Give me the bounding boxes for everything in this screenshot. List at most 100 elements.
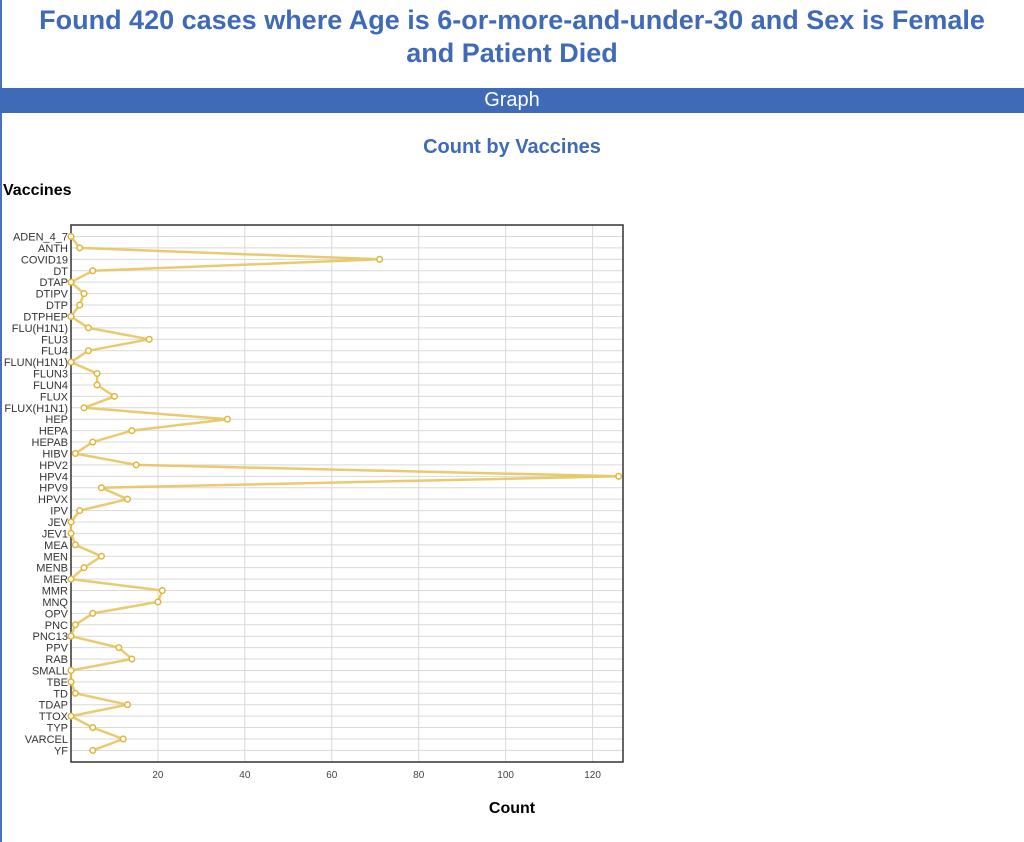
y-tick-label: TTOX — [39, 711, 69, 723]
page-title-line-2: and Patient Died — [406, 38, 618, 68]
data-point — [80, 404, 88, 412]
data-point — [80, 564, 88, 572]
data-point — [76, 244, 84, 252]
x-tick-label: 40 — [239, 770, 251, 781]
data-point — [76, 507, 84, 515]
data-point — [145, 335, 153, 343]
left-border — [0, 0, 2, 842]
data-point — [71, 689, 79, 697]
data-point — [84, 347, 92, 355]
data-point — [76, 301, 84, 309]
y-tick-label: JEV1 — [42, 528, 68, 540]
y-tick-label: DTPHEP — [23, 311, 68, 323]
data-point — [89, 724, 97, 732]
data-point — [67, 678, 75, 686]
data-point — [128, 655, 136, 663]
data-point — [89, 438, 97, 446]
data-point — [110, 392, 119, 400]
data-point — [115, 644, 123, 652]
data-point — [376, 255, 384, 263]
y-tick-label: HPV2 — [39, 460, 68, 472]
y-tick-label: TDAP — [39, 700, 68, 712]
y-tick-label: ANTH — [38, 243, 68, 255]
data-point — [67, 518, 75, 526]
y-tick-label: PNC — [45, 620, 68, 632]
y-tick-label: PPV — [46, 643, 69, 655]
y-tick-label: MMR — [42, 586, 68, 598]
y-tick-label: IPV — [50, 506, 68, 518]
series-line — [69, 235, 620, 752]
data-point — [80, 290, 88, 298]
y-tick-label: FLU3 — [41, 334, 68, 346]
y-tick-label: FLUX(H1N1) — [4, 403, 68, 415]
chart-title: Count by Vaccines — [423, 136, 601, 158]
x-tick-label: 20 — [152, 770, 164, 781]
data-point — [154, 598, 162, 606]
page-title: Found 420 cases where Age is 6-or-more-a… — [0, 4, 1024, 70]
y-tick-label: FLUX — [40, 391, 69, 403]
data-point — [97, 552, 105, 560]
data-point — [89, 267, 97, 275]
y-tick-label: TYP — [47, 723, 68, 735]
y-tick-label: FLUN3 — [33, 369, 68, 381]
data-point — [615, 472, 623, 480]
y-tick-label: HPVX — [38, 494, 69, 506]
x-tick-label: 120 — [584, 770, 601, 781]
y-tick-label: TD — [53, 688, 68, 700]
plot-area — [71, 225, 623, 762]
data-point — [67, 666, 75, 675]
y-tick-label: FLU(H1N1) — [12, 323, 68, 335]
data-point — [84, 324, 92, 332]
x-axis-title: Count — [488, 800, 536, 817]
data-point — [158, 586, 166, 595]
y-tick-label: HPV4 — [39, 471, 68, 483]
y-tick-label: HEP — [45, 414, 68, 426]
page-title-line-1: Found 420 cases where Age is 6-or-more-a… — [39, 5, 985, 35]
x-tick-label: 60 — [326, 770, 338, 781]
graph-section-header: Graph — [0, 88, 1024, 113]
y-axis-title: Vaccines — [3, 182, 72, 199]
data-point — [119, 735, 127, 743]
y-tick-label: SMALL — [32, 665, 68, 677]
data-point — [223, 415, 232, 423]
y-tick-label: FLUN(H1N1) — [4, 357, 68, 369]
y-tick-label: FLUN4 — [33, 380, 68, 392]
data-point — [67, 529, 75, 537]
data-point — [128, 427, 136, 435]
x-tick-label: 100 — [497, 770, 514, 781]
x-tick-label: 80 — [413, 770, 425, 781]
y-tick-label: COVID19 — [21, 254, 68, 266]
y-tick-label: DT — [53, 266, 68, 278]
data-point — [89, 746, 97, 754]
y-tick-label: HIBV — [42, 448, 68, 460]
data-point — [89, 609, 97, 617]
data-point — [67, 632, 75, 640]
y-tick-label: YF — [54, 745, 68, 757]
data-point — [71, 449, 79, 458]
data-point — [67, 712, 75, 720]
data-point — [67, 278, 75, 286]
data-point — [123, 701, 132, 709]
data-point — [67, 232, 75, 241]
y-tick-label: JEV — [48, 517, 69, 529]
y-tick-label: ADEN_4_7 — [13, 232, 68, 244]
y-tick-label: HPV9 — [39, 483, 68, 495]
data-point — [123, 495, 132, 503]
y-tick-label: MER — [44, 574, 69, 586]
y-tick-label: HEPA — [39, 426, 69, 438]
y-tick-label: VARCEL — [25, 734, 68, 746]
data-point — [71, 541, 79, 549]
y-tick-label: MEN — [44, 551, 69, 563]
y-tick-label: MNQ — [42, 597, 68, 609]
y-tick-label: HEPAB — [32, 437, 68, 449]
y-tick-label: MENB — [36, 563, 68, 575]
y-tick-label: PNC13 — [33, 631, 68, 643]
y-tick-label: RAB — [45, 654, 68, 666]
y-tick-label: TBE — [47, 677, 68, 689]
y-tick-label: MEA — [44, 540, 69, 552]
data-point — [67, 312, 75, 320]
data-point — [67, 358, 75, 366]
data-point — [71, 621, 79, 629]
data-point — [93, 381, 101, 389]
